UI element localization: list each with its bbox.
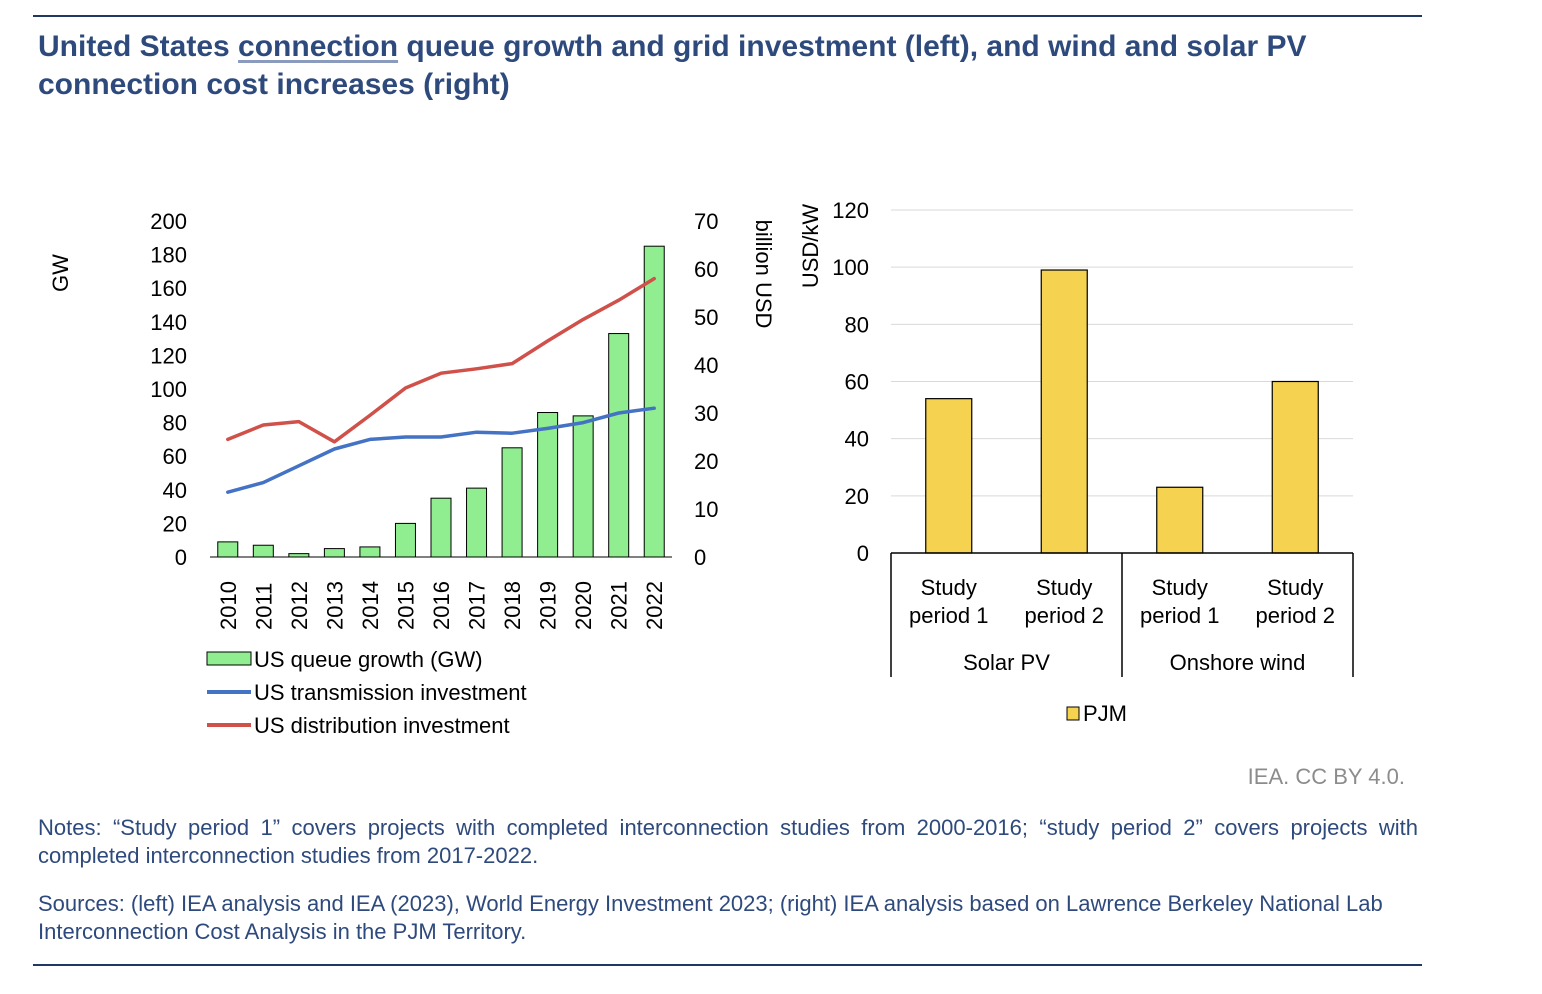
credit-text: IEA. CC BY 4.0. (1247, 764, 1405, 789)
queue-bar (252, 544, 274, 558)
title-part-2: queue growth and grid investment (left),… (38, 30, 1307, 101)
group-label: Solar PV (963, 650, 1050, 675)
category-label-line-1: Study (921, 575, 977, 600)
category-label-line-2: period 1 (1140, 603, 1220, 628)
sources-text: Sources: (left) IEA analysis and IEA (20… (38, 891, 1383, 944)
bottom-rule (33, 964, 1422, 966)
queue-bar (430, 497, 452, 558)
right-chart-y-tick-label: 100 (832, 255, 869, 280)
left-y-tick-label: 20 (163, 511, 187, 536)
right-chart-y-axis-label: USD/kW (798, 204, 823, 289)
queue-bar (608, 333, 630, 558)
left-y-tick-label: 200 (150, 209, 187, 234)
pjm-bar (1156, 486, 1204, 554)
category-label-line-1: Study (1036, 575, 1092, 600)
x-tick-label: 2017 (465, 581, 490, 630)
x-tick-label: 2018 (500, 581, 525, 630)
right-y-tick-label: 20 (694, 449, 718, 474)
right-chart-y-tick-label: 120 (832, 198, 869, 223)
legend-transmission-label: US transmission investment (254, 680, 527, 705)
top-rule (33, 15, 1422, 17)
queue-bar (501, 447, 523, 558)
queue-bar (359, 546, 381, 558)
pjm-bar (925, 398, 973, 554)
queue-bar (217, 541, 239, 558)
right-y-tick-label: 40 (694, 353, 718, 378)
category-label-line-2: period 1 (909, 603, 989, 628)
x-tick-label: 2010 (216, 581, 241, 630)
left-y-tick-label: 0 (175, 545, 187, 570)
category-label-line-1: Study (1267, 575, 1323, 600)
legend-pjm-swatch (1066, 706, 1080, 721)
legend-queue-label: US queue growth (GW) (254, 647, 483, 672)
right-chart-y-tick-label: 60 (845, 370, 869, 395)
category-label-line-2: period 2 (1255, 603, 1335, 628)
x-tick-label: 2021 (607, 581, 632, 630)
left-y-axis-label: GW (48, 254, 73, 292)
left-y-tick-label: 40 (163, 478, 187, 503)
right-chart-y-tick-label: 20 (845, 484, 869, 509)
right-chart: 0 20 40 60 80 100 120 USD/kW Study period 1 Study p… (798, 198, 1354, 726)
left-y-tick-label: 140 (150, 310, 187, 335)
left-chart: 0 20 40 60 80 100 120 140 160 180 200 0 10 20 30 40 50 60… (48, 209, 776, 738)
x-tick-label: 2014 (358, 581, 383, 630)
page-title: United States connection queue growth an… (38, 28, 1418, 104)
left-y-tick-label: 160 (150, 276, 187, 301)
x-tick-label: 2019 (536, 581, 561, 630)
x-tick-label: 2016 (429, 581, 454, 630)
x-tick-label: 2011 (251, 583, 276, 630)
queue-bar (537, 412, 559, 558)
pjm-bar (1040, 269, 1088, 554)
right-y-tick-label: 70 (694, 209, 718, 234)
transmission-line (226, 406, 656, 494)
right-y-tick-label: 0 (694, 545, 706, 570)
left-y-tick-label: 80 (163, 411, 187, 436)
right-y-tick-label: 50 (694, 305, 718, 330)
x-tick-label: 2013 (322, 581, 347, 630)
right-chart-y-tick-label: 40 (845, 427, 869, 452)
pjm-bar (1271, 380, 1319, 554)
queue-bar (394, 522, 416, 558)
notes-text: Notes: “Study period 1” covers projects … (38, 815, 1418, 868)
left-y-tick-label: 60 (163, 444, 187, 469)
queue-bar (643, 245, 665, 558)
right-chart-y-tick-label: 0 (857, 541, 869, 566)
x-tick-label: 2020 (571, 581, 596, 630)
left-y-tick-label: 120 (150, 343, 187, 368)
right-y-tick-label: 30 (694, 401, 718, 426)
right-chart-y-tick-label: 80 (845, 312, 869, 337)
title-link-connection[interactable]: connection (238, 30, 399, 63)
legend-distribution-label: US distribution investment (254, 713, 510, 738)
legend-pjm-label: PJM (1083, 701, 1127, 726)
distribution-line (226, 276, 656, 444)
queue-bar (466, 487, 488, 558)
queue-bar (323, 548, 345, 558)
x-tick-label: 2015 (393, 581, 418, 630)
title-part-1: United States (38, 30, 239, 63)
left-y-tick-label: 100 (150, 377, 187, 402)
right-y-axis-label: billion USD (751, 220, 776, 329)
queue-bar (288, 553, 310, 558)
group-label: Onshore wind (1170, 650, 1306, 675)
legend-queue-swatch (206, 651, 252, 666)
queue-bar (572, 415, 594, 558)
x-tick-label: 2022 (642, 581, 667, 630)
right-y-tick-label: 10 (694, 497, 718, 522)
left-y-tick-label: 180 (150, 243, 187, 268)
right-y-tick-label: 60 (694, 257, 718, 282)
category-label-line-1: Study (1152, 575, 1208, 600)
category-label-line-2: period 2 (1024, 603, 1104, 628)
x-tick-label: 2012 (287, 581, 312, 630)
